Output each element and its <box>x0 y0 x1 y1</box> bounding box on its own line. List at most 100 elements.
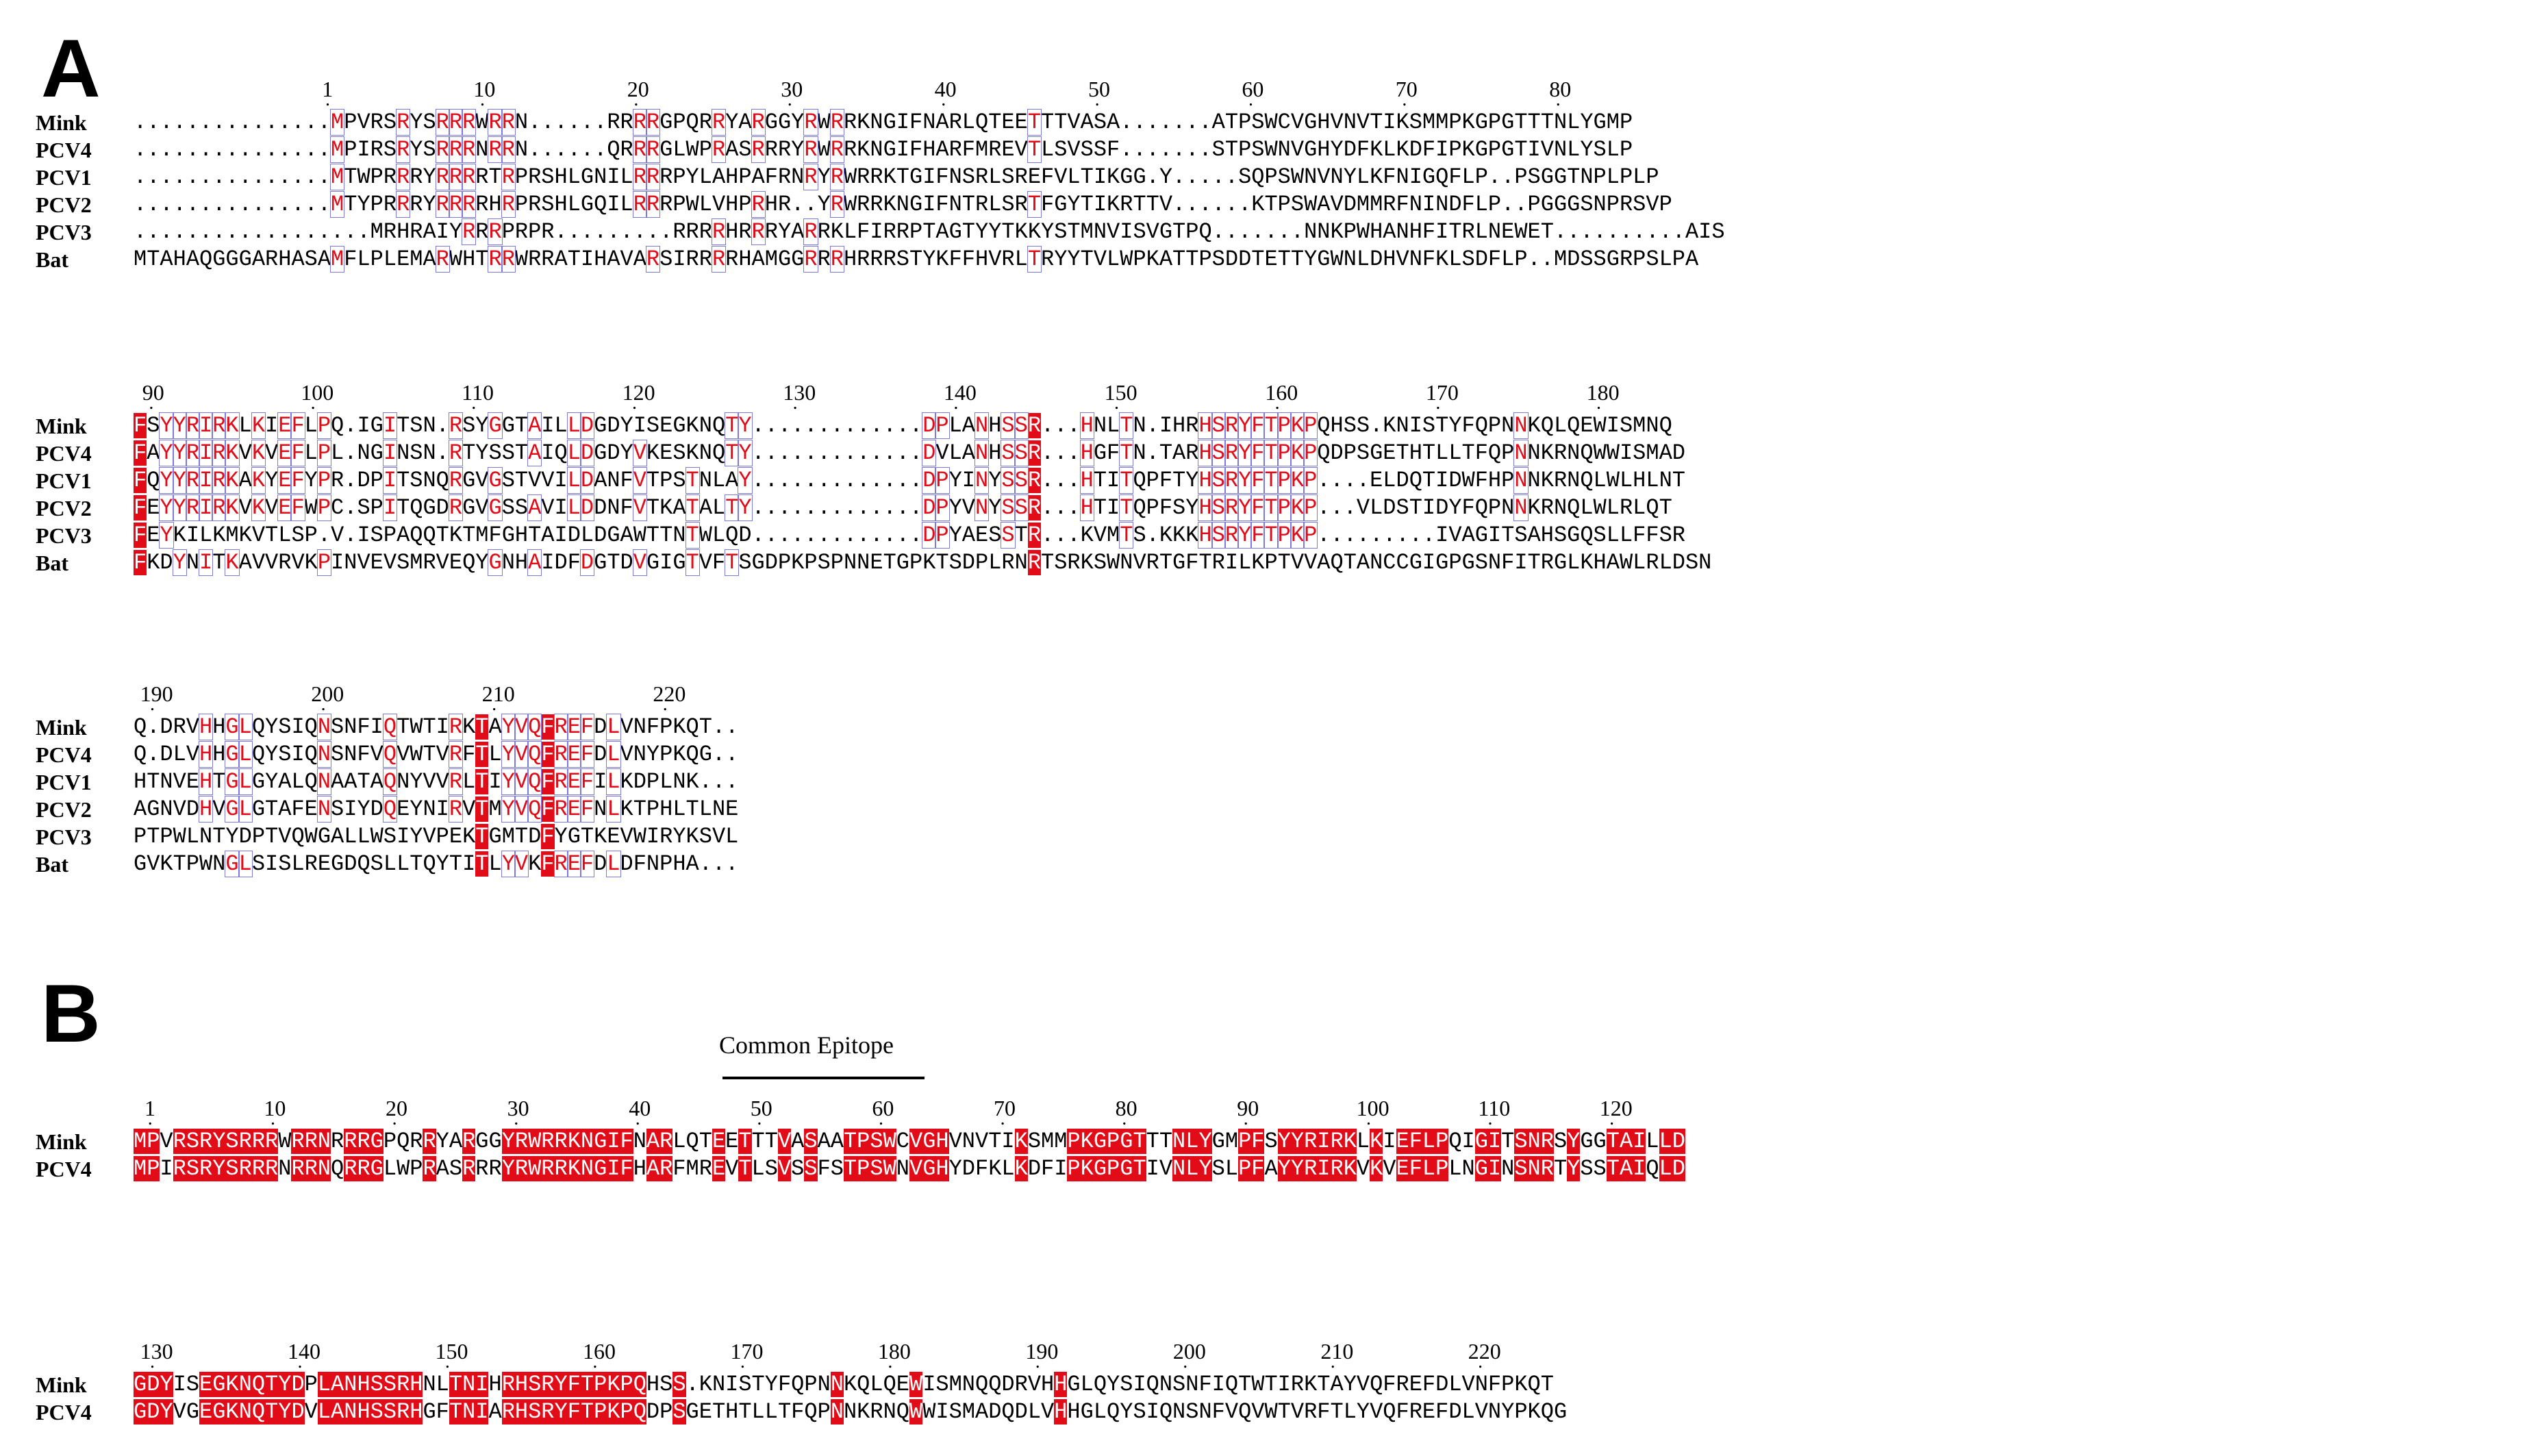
residue: L <box>383 851 397 877</box>
residue: C <box>896 1129 909 1154</box>
residue: . <box>567 137 581 162</box>
residue: P <box>1527 192 1541 217</box>
ruler-tick: 220 <box>1468 1339 1501 1373</box>
residue: . <box>1396 523 1409 548</box>
residue: L <box>1606 137 1620 162</box>
residue: P <box>1146 468 1159 493</box>
ruler-tick: 140 <box>288 1339 320 1373</box>
residue: . <box>212 219 226 244</box>
residue: K <box>843 1372 857 1397</box>
residue: N <box>1093 413 1107 438</box>
residue: T <box>764 1129 778 1154</box>
residue: I <box>173 1372 186 1397</box>
residue: H <box>1317 137 1331 162</box>
residue: R <box>173 1129 186 1154</box>
residue: T <box>738 1129 752 1154</box>
residue: D <box>961 550 975 575</box>
residue: R <box>541 1129 555 1154</box>
residue: D <box>607 440 620 466</box>
residue: G <box>672 413 686 438</box>
residue: T <box>475 796 489 822</box>
residue: L <box>1107 247 1120 272</box>
residue: A <box>238 550 252 575</box>
residue: I <box>1317 1156 1331 1181</box>
residue: F <box>1107 137 1120 162</box>
residue: D <box>436 495 449 520</box>
sequence-residues: MTAHAQGGGARHASAMFLPLEMARWHTRRWRRATIHAVAR… <box>134 246 1698 273</box>
residue: L <box>238 796 253 823</box>
residue: P <box>316 549 332 576</box>
residue: A <box>725 468 739 493</box>
residue: N <box>1501 413 1515 438</box>
residue: N <box>948 164 962 190</box>
residue: W <box>304 824 318 849</box>
residue: T <box>265 523 279 548</box>
residue: . <box>1198 110 1212 135</box>
residue: A <box>186 247 200 272</box>
residue: R <box>541 1372 555 1397</box>
residue: P <box>857 1156 870 1181</box>
residue: N <box>344 1399 357 1424</box>
residue: . <box>1211 164 1225 190</box>
residue: M <box>1370 192 1383 217</box>
residue: Y <box>357 192 370 217</box>
residue: N <box>1567 468 1581 493</box>
residue: S <box>397 550 410 575</box>
residue: Y <box>738 494 753 521</box>
residue: T <box>1540 219 1554 244</box>
residue: . <box>173 164 186 190</box>
residue: M <box>1435 110 1449 135</box>
residue: . <box>1343 523 1357 548</box>
residue: L <box>606 796 621 823</box>
residue: K <box>1540 440 1554 466</box>
residue: P <box>777 550 792 575</box>
residue: K <box>594 824 607 849</box>
ruler-tick: 40 <box>935 77 957 111</box>
residue: I <box>1487 1129 1502 1154</box>
residue: Q <box>1580 468 1594 493</box>
residue: . <box>212 192 226 217</box>
sequence-residues: FKDYNITKAVVRVKPINVEVSMRVEQYGNHAIDFDGTDVG… <box>134 549 1711 576</box>
residue: T <box>475 769 489 794</box>
residue: F <box>1198 1372 1212 1397</box>
residue: K <box>160 851 173 877</box>
residue: K <box>251 440 266 466</box>
residue: R <box>738 219 752 244</box>
residue: Y <box>777 219 792 244</box>
residue: W <box>883 1129 896 1154</box>
residue: R <box>238 1129 252 1154</box>
residue: T <box>475 851 489 877</box>
residue: V <box>514 851 529 877</box>
residue: N <box>1093 219 1107 244</box>
residue: R <box>541 219 555 244</box>
ruler-tick: 190 <box>140 681 173 716</box>
residue: H <box>1317 110 1331 135</box>
residue: Q <box>857 1372 870 1397</box>
residue: Y <box>620 413 633 438</box>
residue: N <box>974 412 990 439</box>
residue: W <box>817 137 831 162</box>
residue: N <box>883 1399 896 1424</box>
residue: W <box>278 1129 292 1154</box>
residue: R <box>1619 192 1633 217</box>
residue: R <box>462 1156 476 1181</box>
residue: G <box>672 550 686 575</box>
residue: L <box>764 1399 778 1424</box>
residue: . <box>896 523 909 548</box>
common-epitope-bar <box>722 1077 925 1079</box>
residue: . <box>712 769 726 794</box>
residue: . <box>317 110 331 135</box>
residue: V <box>632 467 647 494</box>
residue: G <box>1553 164 1568 190</box>
residue: L <box>291 769 305 794</box>
residue: N <box>501 550 515 575</box>
residue: T <box>1277 247 1291 272</box>
residue: E <box>277 467 292 494</box>
residue: T <box>397 495 410 520</box>
residue: I <box>935 1399 949 1424</box>
residue: . <box>291 219 305 244</box>
residue: P <box>659 1399 673 1424</box>
residue: R <box>1027 468 1042 493</box>
ruler-tick: 210 <box>1320 1339 1353 1373</box>
residue: G <box>147 796 160 822</box>
